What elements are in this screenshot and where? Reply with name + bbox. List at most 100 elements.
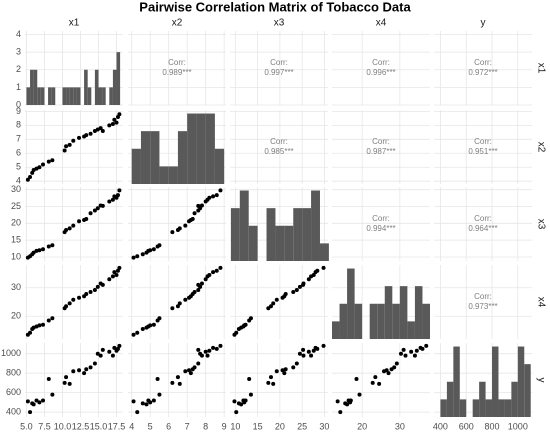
scatter-point <box>88 365 93 370</box>
scatter-point <box>64 228 69 233</box>
scatter-point <box>84 367 89 372</box>
column-strip: x3 <box>274 18 285 29</box>
scatter-point <box>177 381 182 386</box>
scatter-point <box>110 121 115 126</box>
scatter-point <box>28 410 33 415</box>
scatter-point <box>268 375 273 380</box>
histogram-bar <box>112 69 117 105</box>
scatter-point <box>243 322 248 327</box>
corr-label: Corr: <box>372 58 390 67</box>
scatter-point <box>354 377 359 382</box>
scatter-point <box>62 148 67 153</box>
scatter-point <box>140 252 145 257</box>
scatter-point <box>211 194 216 199</box>
scatter-point <box>196 361 201 366</box>
scatter-point <box>170 306 175 311</box>
scatter-point <box>98 126 103 131</box>
scatter-point <box>31 402 36 407</box>
scatter-point <box>84 292 89 297</box>
y-tick-label: 20 <box>11 311 21 321</box>
scatter-point <box>234 330 239 335</box>
scatter-point <box>183 369 188 374</box>
x-tick-label: 5 <box>148 421 153 431</box>
scatter-point <box>151 322 156 327</box>
scatter-point <box>131 399 136 404</box>
y-tick-label: 7 <box>16 134 21 144</box>
chart-title: Pairwise Correlation Matrix of Tobacco D… <box>139 0 411 14</box>
scatter-point <box>140 401 145 406</box>
scatter-point <box>175 304 180 309</box>
y-tick-label: 15 <box>11 235 21 245</box>
histogram-bar <box>69 87 74 105</box>
scatter-point <box>117 188 122 193</box>
y-tick-label: 800 <box>6 368 21 378</box>
scatter-point <box>110 353 115 358</box>
histogram-bar <box>422 303 430 339</box>
histogram-bar <box>384 286 393 339</box>
histogram-bar <box>293 208 303 261</box>
scatter-point <box>409 349 414 354</box>
scatter-point <box>84 133 89 138</box>
scatter-point <box>398 351 403 356</box>
row-strip: x4 <box>535 297 546 308</box>
corr-label: Corr: <box>474 214 492 223</box>
scatter-point <box>345 402 350 407</box>
scatter-point <box>148 323 153 328</box>
scatter-point <box>309 353 314 358</box>
histogram-bar <box>517 346 525 417</box>
histogram-bar <box>524 364 531 417</box>
scatter-point <box>50 392 55 397</box>
scatter-point <box>88 131 93 136</box>
x-tick-label: 6 <box>166 421 171 431</box>
x-tick-label: 4 <box>129 421 134 431</box>
scatter-point <box>135 330 140 335</box>
x-tick-label: 10 <box>230 421 240 431</box>
corr-label: Corr: <box>270 58 288 67</box>
scatter-point <box>214 268 219 273</box>
scatter-point <box>95 351 100 356</box>
histogram-bar <box>102 87 106 105</box>
scatter-point <box>386 371 391 376</box>
scatter-point <box>271 381 276 386</box>
scatter-point <box>115 193 120 198</box>
scatter-point <box>243 398 248 403</box>
scatter-point <box>373 375 378 380</box>
scatter-point <box>291 365 296 370</box>
scatter-point <box>177 301 182 306</box>
scatter-point <box>110 274 115 279</box>
x-tick-label: 17.5 <box>108 421 126 431</box>
histogram-bar <box>131 148 141 184</box>
scatter-point <box>37 248 42 253</box>
histogram-bar <box>40 87 45 105</box>
y-tick-label: 8 <box>16 120 21 130</box>
histogram-bar <box>284 225 294 261</box>
scatter-point <box>280 368 285 373</box>
scatter-point <box>412 353 417 358</box>
scatter-point <box>112 270 117 275</box>
x-tick-label: 10.0 <box>54 421 72 431</box>
scatter-point <box>170 380 175 385</box>
x-tick-label: 9 <box>222 421 227 431</box>
scatter-point <box>321 343 326 348</box>
scatter-point <box>188 371 193 376</box>
histogram-bar <box>84 69 88 105</box>
corr-value: 0.996*** <box>366 68 395 77</box>
scatter-point <box>112 117 117 122</box>
corr-label: Corr: <box>474 58 492 67</box>
scatter-point <box>107 123 112 128</box>
scatter-point <box>297 351 302 356</box>
corr-value: 0.951*** <box>468 147 497 156</box>
x-tick-label: 15.0 <box>90 421 108 431</box>
x-tick-label: 7.5 <box>38 421 51 431</box>
scatter-point <box>95 284 100 289</box>
x-tick-label: 25 <box>297 421 307 431</box>
scatter-point <box>112 345 117 350</box>
scatter-point <box>301 353 306 358</box>
x-tick-label: 30 <box>319 421 329 431</box>
scatter-point <box>403 353 408 358</box>
scatter-point <box>196 347 201 352</box>
corr-label: Corr: <box>372 137 390 146</box>
histogram-bar <box>230 208 240 261</box>
scatter-point <box>46 244 51 249</box>
